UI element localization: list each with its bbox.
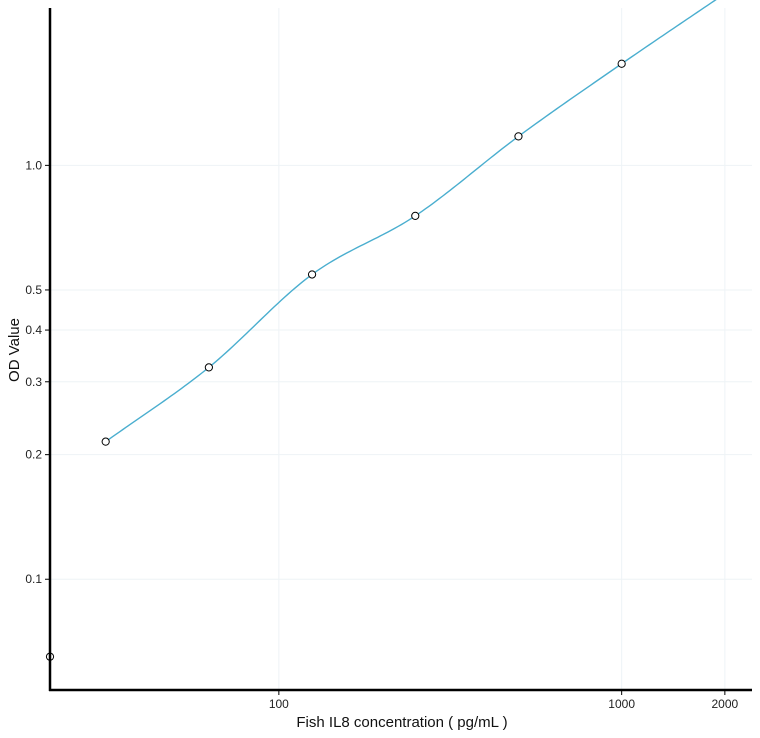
- y-axis-ticks: 0.1 0.2 0.3 0.4 0.5 1.0: [25, 158, 50, 586]
- data-point: [514, 132, 523, 141]
- data-point: [101, 437, 110, 446]
- y-tick-label: 0.4: [25, 323, 42, 337]
- data-point: [204, 363, 213, 372]
- data-point: [617, 59, 626, 68]
- axes: [48, 8, 752, 692]
- y-tick-label: 0.5: [25, 283, 42, 297]
- x-tick-label: 1000: [608, 697, 635, 711]
- y-tick-label: 1.0: [25, 158, 42, 172]
- fitted-curve-layer: [105, 0, 717, 443]
- data-point: [411, 211, 420, 220]
- y-axis-title: OD Value: [6, 318, 23, 382]
- data-points: [45, 59, 626, 661]
- x-axis-title: Fish IL8 concentration ( pg/mL ): [296, 714, 507, 731]
- fitted-curve: [105, 0, 717, 443]
- x-tick-label: 100: [269, 697, 289, 711]
- x-tick-label: 2000: [712, 697, 739, 711]
- y-tick-label: 0.1: [25, 572, 42, 586]
- data-point: [307, 270, 317, 279]
- y-tick-label: 0.2: [25, 448, 42, 462]
- y-tick-label: 0.3: [25, 375, 42, 389]
- x-axis-ticks: 100 1000 2000: [269, 690, 739, 711]
- grid-lines: [50, 8, 752, 690]
